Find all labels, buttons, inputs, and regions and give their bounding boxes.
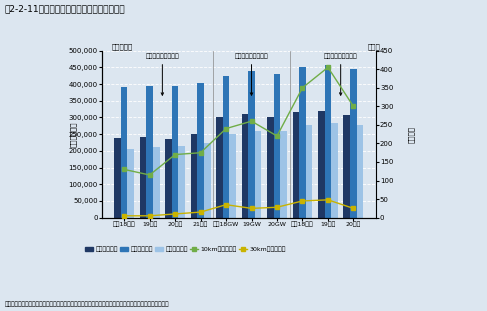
Text: ガソリン価格の上昇: ガソリン価格の上昇: [235, 53, 268, 95]
Bar: [178, 146, 185, 218]
Bar: [248, 71, 255, 218]
Bar: [350, 69, 356, 218]
Bar: [128, 149, 134, 218]
Bar: [242, 114, 248, 218]
Bar: [190, 134, 197, 218]
Bar: [343, 115, 350, 218]
Bar: [325, 65, 331, 218]
Bar: [281, 132, 287, 218]
Bar: [165, 139, 172, 218]
Text: 道路利用台数: 道路利用台数: [70, 121, 76, 147]
Bar: [318, 111, 325, 218]
Bar: [172, 86, 178, 218]
Bar: [356, 125, 363, 218]
Bar: [216, 117, 223, 218]
Text: 資料：東日本高速道路株式会社，中日本高速道路株式会社，西日本高速道路株式会社発表より環境省作成: 資料：東日本高速道路株式会社，中日本高速道路株式会社，西日本高速道路株式会社発表…: [5, 302, 169, 307]
Text: ガソリン価格の上昇: ガソリン価格の上昇: [324, 53, 357, 95]
Bar: [197, 83, 204, 218]
Bar: [306, 125, 312, 218]
Bar: [153, 147, 160, 218]
Bar: [299, 67, 306, 218]
Bar: [146, 86, 153, 218]
Bar: [267, 117, 274, 218]
Bar: [204, 142, 210, 218]
Bar: [140, 137, 146, 218]
Legend: 東北自動車道, 東名高速道路, 中央自動車道, 10km以上の渋滱, 30km以上の渋滱: 東北自動車道, 東名高速道路, 中央自動車道, 10km以上の渋滱, 30km以…: [83, 244, 288, 255]
Text: 図2-2-11　混雑期の高速道路利用台数の比較: 図2-2-11 混雑期の高速道路利用台数の比較: [5, 5, 126, 14]
Bar: [255, 132, 262, 218]
Text: 渋滱回数: 渋滱回数: [408, 126, 415, 143]
Bar: [121, 87, 128, 218]
Bar: [223, 76, 229, 218]
Bar: [293, 113, 299, 218]
Text: （回）: （回）: [367, 43, 380, 50]
Bar: [114, 138, 121, 218]
Bar: [274, 74, 281, 218]
Bar: [229, 134, 236, 218]
Text: （台／日）: （台／日）: [112, 44, 132, 50]
Bar: [331, 123, 338, 218]
Text: ガソリン価格の下落: ガソリン価格の下落: [146, 53, 179, 95]
